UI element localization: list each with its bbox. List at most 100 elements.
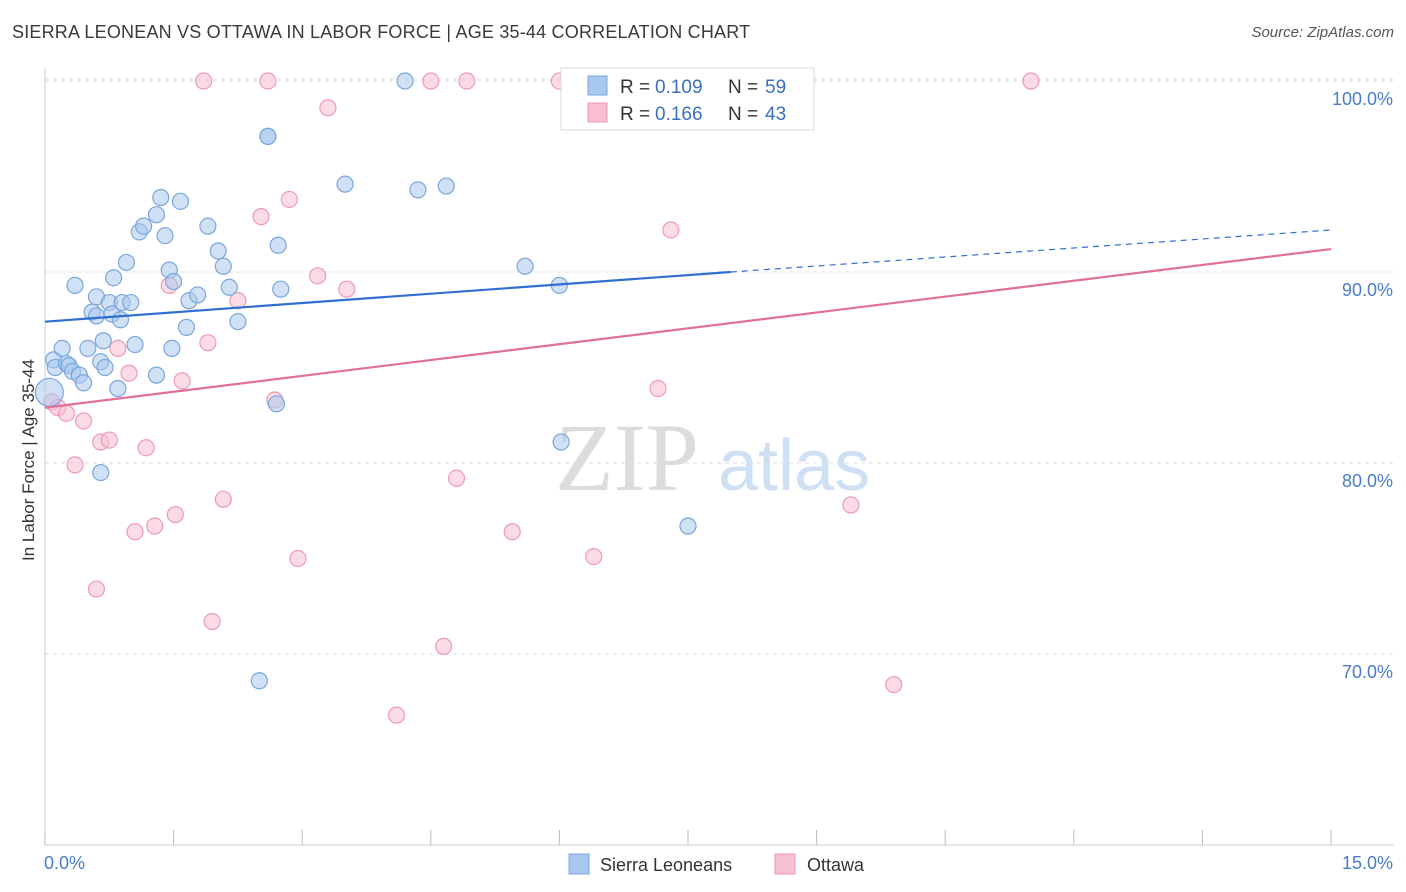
sierra-leonean-point (229, 313, 247, 331)
ottawa-point (503, 523, 521, 541)
ottawa-point (74, 412, 93, 430)
ottawa-point (458, 72, 476, 90)
series-legend-swatch-blue (568, 853, 590, 875)
ottawa-point (662, 221, 680, 239)
sierra-leonean-point (250, 672, 268, 690)
ottawa-point (259, 72, 277, 90)
y-axis-label: In Labor Force | Age 35-44 (19, 359, 38, 561)
sierra-leonean-point (189, 286, 207, 304)
sierra-leonean-points (34, 72, 697, 690)
chart-title: SIERRA LEONEAN VS OTTAWA IN LABOR FORCE … (12, 22, 751, 42)
ottawa-point (120, 364, 138, 382)
sierra-leonean-point (152, 188, 170, 207)
sierra-leonean-point (66, 276, 84, 294)
sierra-leonean-point (679, 517, 697, 535)
legend-n-label-1: N = (728, 77, 758, 98)
ottawa-point (387, 706, 406, 724)
ottawa-trend-line (44, 247, 1332, 409)
source-label: Source: ZipAtlas.com (1251, 24, 1394, 41)
legend-r-value-2: 0.166 (655, 104, 703, 125)
sierra-leonean-point (437, 177, 455, 195)
y-tick-label-80: 80.0% (1342, 471, 1393, 491)
ottawa-point (435, 637, 453, 655)
sierra-leonean-point (117, 253, 136, 272)
legend-swatch-blue (587, 75, 608, 96)
sierra-leonean-point (147, 206, 166, 224)
ottawa-point (649, 379, 667, 398)
sierra-leonean-point (269, 236, 287, 254)
x-tick-label-max: 15.0% (1342, 853, 1393, 873)
sierra-leonean-point (552, 433, 570, 451)
series-legend-swatch-pink (774, 853, 796, 875)
ottawa-point (885, 675, 903, 694)
sierra-leonean-point (92, 463, 110, 482)
legend-n-value-2: 43 (765, 104, 786, 125)
ottawa-point (87, 580, 106, 598)
ottawa-point (109, 339, 127, 357)
sierra-leonean-point (409, 181, 427, 199)
legend-r-value-1: 0.109 (655, 77, 703, 98)
ottawa-point (1022, 72, 1040, 90)
watermark-zip: ZIP (555, 404, 699, 511)
sierra-leonean-point (259, 127, 277, 145)
sierra-leonean-point (111, 311, 130, 329)
ottawa-point (585, 547, 603, 566)
sierra-leonean-point (171, 192, 190, 210)
sierra-leonean-point (122, 293, 140, 312)
sierra-leonean-point (209, 242, 227, 260)
sierra-leonean-point (74, 374, 93, 392)
sierra-leonean-point (109, 379, 127, 398)
sierra-leonean-point (336, 175, 354, 193)
sierra-leonean-point (163, 339, 181, 357)
trend-lines (44, 229, 1332, 409)
sierra-leonean-trend-line-extension (730, 229, 1332, 273)
sierra-leonean-point (396, 72, 414, 90)
sierra-leonean-point (53, 339, 71, 357)
watermark: ZIP atlas (555, 404, 870, 511)
ottawa-point (137, 439, 155, 457)
ottawa-point (422, 72, 440, 90)
y-tick-label-70: 70.0% (1342, 662, 1393, 682)
ottawa-point (126, 523, 144, 541)
ottawa-point (66, 456, 84, 474)
sierra-leonean-point (156, 227, 174, 245)
y-tick-label-100: 100.0% (1332, 89, 1393, 109)
ottawa-points (43, 72, 1040, 724)
sierra-leonean-point (94, 332, 112, 350)
sierra-leonean-point (87, 307, 106, 325)
legend-r-label-1: R = (620, 77, 650, 98)
stats-legend: R = 0.109 N = 59 R = 0.166 N = 43 (560, 67, 815, 131)
legend-n-value-1: 59 (765, 77, 786, 98)
sierra-leonean-point (165, 272, 183, 291)
sierra-leonean-point (134, 217, 153, 235)
gridlines (45, 78, 1394, 655)
ottawa-point (280, 190, 298, 209)
ottawa-point (338, 280, 356, 298)
series-legend: Sierra Leoneans Ottawa (568, 853, 865, 875)
ottawa-point (146, 517, 164, 535)
ottawa-point (252, 208, 270, 226)
axes (44, 68, 1394, 846)
series-legend-label-sierra-leoneans: Sierra Leoneans (600, 855, 732, 875)
y-tick-label-90: 90.0% (1342, 280, 1393, 300)
ottawa-point (447, 469, 466, 487)
sierra-leonean-point (199, 217, 217, 235)
x-tick-marks (44, 830, 1332, 845)
ottawa-point (195, 72, 213, 90)
sierra-leonean-point (214, 257, 232, 275)
sierra-leonean-point (34, 377, 64, 407)
ottawa-point (214, 490, 232, 508)
sierra-leonean-point (126, 335, 144, 354)
sierra-leonean-point (104, 269, 123, 287)
sierra-leonean-point (147, 366, 166, 384)
sierra-leonean-point (516, 257, 534, 275)
sierra-leonean-point (96, 358, 114, 377)
ottawa-point (309, 267, 327, 285)
sierra-leonean-point (79, 339, 97, 357)
ottawa-point (842, 496, 860, 514)
legend-swatch-pink (587, 102, 608, 123)
ottawa-point (100, 431, 118, 449)
ottawa-point (166, 505, 184, 524)
x-tick-label-min: 0.0% (44, 853, 85, 873)
